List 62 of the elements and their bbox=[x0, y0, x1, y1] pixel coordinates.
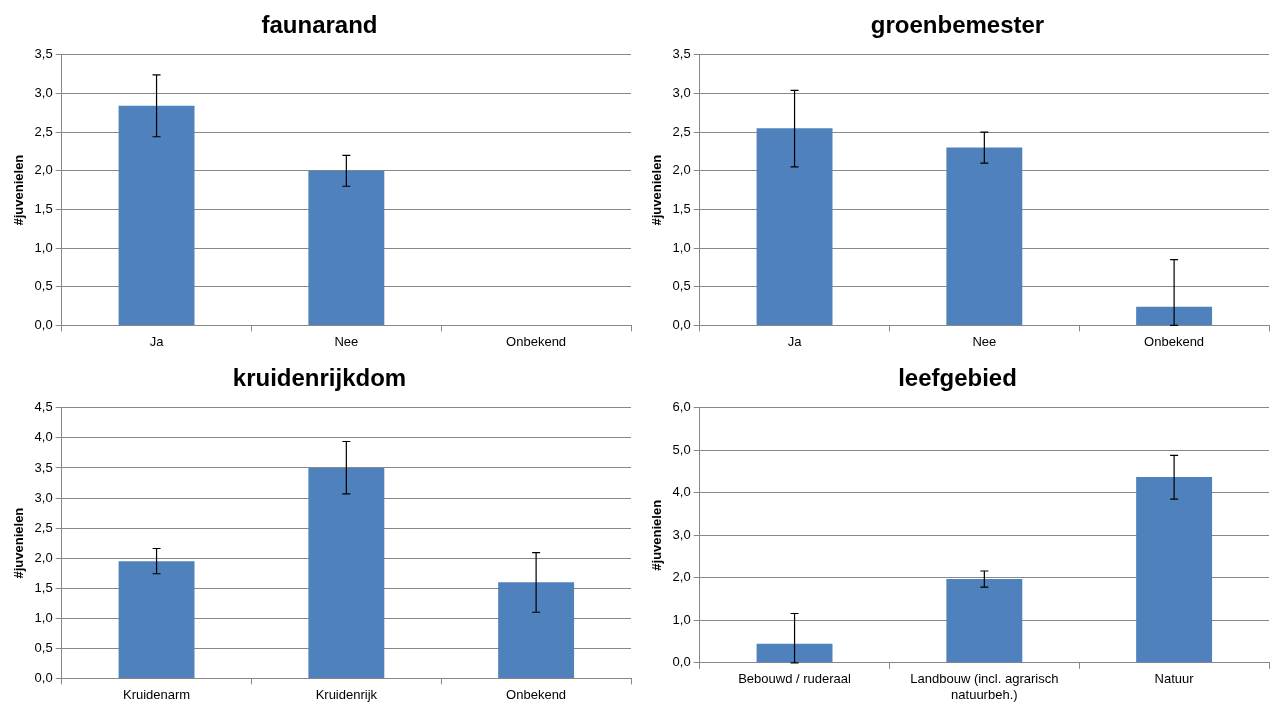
y-tick-label: 3,5 bbox=[34, 46, 53, 62]
y-tick-label: 0,5 bbox=[34, 278, 53, 294]
x-tick-label: Nee bbox=[972, 333, 997, 349]
bar bbox=[118, 561, 195, 678]
y-tick-label: 0,5 bbox=[34, 639, 53, 655]
y-tick-label: 1,5 bbox=[34, 201, 53, 217]
y-tick-label: 3,0 bbox=[672, 526, 691, 542]
chart-title: kruidenrijkdom bbox=[232, 364, 407, 392]
chart-title: leefgebied bbox=[898, 364, 1017, 392]
y-axis-title: #juvenielen bbox=[11, 507, 27, 579]
y-axis-title: #juvenielen bbox=[11, 154, 27, 226]
y-tick-label: 1,0 bbox=[672, 239, 691, 255]
y-tick-label: 6,0 bbox=[672, 399, 691, 415]
y-tick-label: 1,5 bbox=[34, 579, 53, 595]
y-tick-label: 2,0 bbox=[34, 549, 53, 565]
x-tick-label: Onbekend bbox=[506, 333, 567, 349]
bar bbox=[946, 579, 1023, 663]
y-tick-label: 3,5 bbox=[34, 459, 53, 475]
x-tick-label: Natuur bbox=[1154, 671, 1195, 687]
y-tick-label: 2,0 bbox=[672, 162, 691, 178]
x-tick-label: Ja bbox=[787, 333, 803, 349]
x-tick-label: Kruidenarm bbox=[122, 686, 191, 702]
chart-title: faunarand bbox=[261, 11, 378, 39]
bar bbox=[756, 128, 833, 325]
y-tick-label: 3,0 bbox=[34, 489, 53, 505]
x-tick-label: Onbekend bbox=[506, 686, 567, 702]
y-tick-label: 4,0 bbox=[672, 484, 691, 500]
x-tick-label: Ja bbox=[149, 333, 165, 349]
y-tick-label: 3,0 bbox=[34, 85, 53, 101]
y-tick-label: 5,0 bbox=[672, 441, 691, 457]
y-tick-label: 2,5 bbox=[34, 519, 53, 535]
y-tick-label: 0,0 bbox=[34, 669, 53, 685]
y-tick-label: 4,5 bbox=[34, 399, 53, 415]
bar bbox=[1136, 306, 1213, 325]
y-tick-label: 1,0 bbox=[672, 611, 691, 627]
bar bbox=[946, 147, 1023, 325]
y-tick-label: 2,5 bbox=[672, 123, 691, 139]
y-tick-label: 1,0 bbox=[34, 239, 53, 255]
chart-title: groenbemester bbox=[870, 11, 1045, 39]
x-tick-label: Landbouw (incl. agrarisch natuurbeh.) bbox=[910, 671, 1059, 702]
y-tick-label: 4,0 bbox=[34, 429, 53, 445]
y-tick-label: 2,0 bbox=[672, 569, 691, 585]
y-axis-title: #juvenielen bbox=[649, 499, 665, 571]
y-axis-title: #juvenielen bbox=[649, 154, 665, 226]
bar bbox=[308, 467, 385, 678]
x-tick-label: Onbekend bbox=[1144, 333, 1205, 349]
x-tick-label: Bebouwd / ruderaal bbox=[738, 671, 852, 687]
x-tick-label: Nee bbox=[334, 333, 359, 349]
bar bbox=[1136, 477, 1213, 663]
y-tick-label: 2,5 bbox=[34, 123, 53, 139]
y-tick-label: 1,5 bbox=[672, 201, 691, 217]
y-tick-label: 0,0 bbox=[672, 654, 691, 670]
y-tick-label: 3,5 bbox=[672, 46, 691, 62]
y-tick-label: 0,5 bbox=[672, 278, 691, 294]
y-tick-label: 0,0 bbox=[34, 316, 53, 332]
bar bbox=[498, 582, 575, 678]
x-tick-label: Kruidenrijk bbox=[315, 686, 378, 702]
y-tick-label: 1,0 bbox=[34, 609, 53, 625]
y-tick-label: 2,0 bbox=[34, 162, 53, 178]
y-tick-label: 3,0 bbox=[672, 85, 691, 101]
y-tick-label: 0,0 bbox=[672, 316, 691, 332]
bar bbox=[756, 643, 833, 663]
